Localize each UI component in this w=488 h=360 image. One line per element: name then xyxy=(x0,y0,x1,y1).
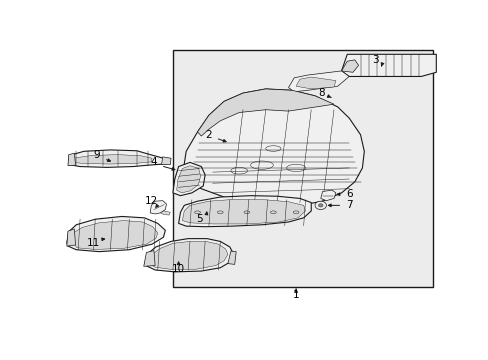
Polygon shape xyxy=(68,150,169,167)
Polygon shape xyxy=(173,162,205,195)
Polygon shape xyxy=(67,229,75,246)
Text: 3: 3 xyxy=(371,55,378,65)
Polygon shape xyxy=(320,190,335,201)
Circle shape xyxy=(314,201,326,210)
Polygon shape xyxy=(173,50,432,287)
Polygon shape xyxy=(182,199,305,224)
Polygon shape xyxy=(178,89,364,205)
Polygon shape xyxy=(67,216,165,252)
Polygon shape xyxy=(197,89,333,136)
Text: 8: 8 xyxy=(318,88,325,98)
Polygon shape xyxy=(288,71,348,92)
Polygon shape xyxy=(144,239,233,272)
Polygon shape xyxy=(143,251,155,266)
Polygon shape xyxy=(178,195,311,227)
Text: 7: 7 xyxy=(345,201,352,210)
Polygon shape xyxy=(227,251,236,264)
Polygon shape xyxy=(161,157,171,165)
Polygon shape xyxy=(68,153,75,166)
Circle shape xyxy=(318,204,323,207)
Text: 5: 5 xyxy=(196,214,203,224)
Text: 4: 4 xyxy=(150,157,157,167)
Polygon shape xyxy=(150,201,166,214)
Text: 10: 10 xyxy=(172,264,185,274)
Polygon shape xyxy=(341,60,358,72)
Polygon shape xyxy=(72,221,158,249)
Polygon shape xyxy=(149,242,227,270)
Polygon shape xyxy=(341,54,435,76)
Text: 6: 6 xyxy=(345,189,352,199)
Text: 9: 9 xyxy=(94,150,100,161)
Text: 11: 11 xyxy=(86,238,100,248)
Polygon shape xyxy=(160,211,170,215)
Text: 1: 1 xyxy=(292,291,299,301)
Polygon shape xyxy=(72,155,152,164)
Polygon shape xyxy=(176,166,200,193)
Polygon shape xyxy=(296,77,335,89)
Text: 12: 12 xyxy=(144,196,158,206)
Text: 2: 2 xyxy=(205,130,212,140)
